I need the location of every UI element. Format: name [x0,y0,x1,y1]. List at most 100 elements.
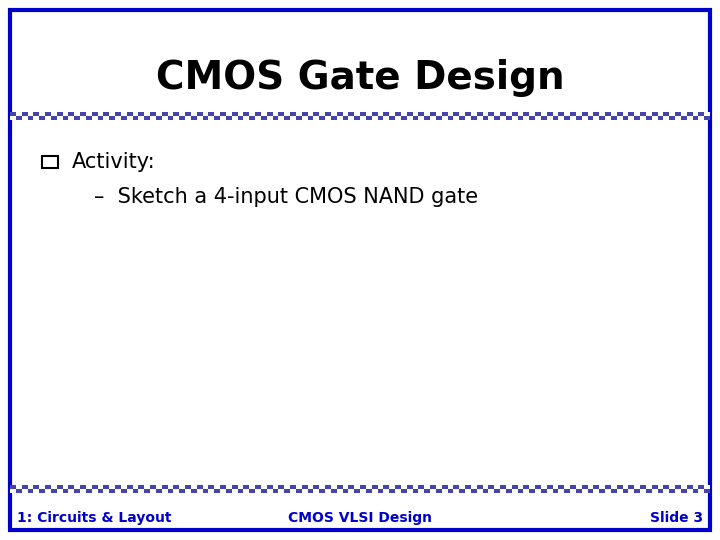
Bar [494,489,500,492]
Bar [693,489,698,492]
Bar [675,485,681,489]
Bar [599,485,605,489]
Bar [576,112,582,116]
Bar [663,112,669,116]
Bar [249,116,255,120]
Bar [150,112,156,116]
Bar [383,116,390,120]
Bar [302,485,307,489]
Bar [27,112,33,116]
Bar [652,112,657,116]
Bar [330,485,337,489]
Bar [39,489,45,492]
Bar [325,489,330,492]
Bar [454,485,459,489]
Bar [57,489,63,492]
Bar [704,116,710,120]
Bar [360,485,366,489]
Bar [570,112,576,116]
Bar [296,116,302,120]
Bar [197,116,202,120]
Bar [675,116,681,120]
Bar [10,116,16,120]
Bar [681,116,687,120]
Bar [325,485,330,489]
Bar [564,485,570,489]
Bar [657,116,663,120]
Bar [383,485,390,489]
Bar [33,112,39,116]
Bar [687,485,693,489]
Bar [138,116,144,120]
Bar [500,489,506,492]
Bar [372,485,377,489]
Bar [377,485,383,489]
Bar [115,489,121,492]
Bar [395,485,401,489]
Bar [494,112,500,116]
Bar [629,485,634,489]
Bar [418,489,424,492]
Bar [127,485,132,489]
Bar [16,112,22,116]
Bar [97,485,104,489]
Bar [348,112,354,116]
Bar [471,116,477,120]
Bar [611,116,616,120]
Bar [132,489,138,492]
Bar [459,485,465,489]
Bar [97,112,104,116]
Bar [22,116,27,120]
Bar [232,489,238,492]
Bar [687,116,693,120]
Bar [319,116,325,120]
Bar [296,485,302,489]
Bar [436,489,441,492]
Bar [558,489,564,492]
Bar [529,116,535,120]
Bar [261,489,266,492]
Bar [430,485,436,489]
Bar [325,112,330,116]
Bar [74,116,80,120]
Bar [179,485,185,489]
Bar [104,112,109,116]
Bar [546,485,552,489]
Bar [91,112,97,116]
Bar [220,485,226,489]
Bar [360,112,366,116]
Text: Activity:: Activity: [72,152,156,172]
Bar [448,116,454,120]
Bar [523,112,529,116]
Bar [558,485,564,489]
Bar [541,112,546,116]
Bar [284,485,290,489]
Bar [238,485,243,489]
Bar [243,485,249,489]
Bar [42,156,58,168]
Bar [634,112,640,116]
Bar [529,112,535,116]
Bar [243,489,249,492]
Bar [448,485,454,489]
Bar [552,112,558,116]
Bar [401,112,407,116]
Bar [330,489,337,492]
Bar [593,112,599,116]
Bar [249,489,255,492]
Bar [208,112,214,116]
Bar [197,489,202,492]
Bar [436,116,441,120]
Bar [191,112,197,116]
Bar [482,489,488,492]
Bar [390,489,395,492]
Bar [454,116,459,120]
Bar [500,116,506,120]
Bar [377,112,383,116]
Bar [465,112,471,116]
Bar [127,116,132,120]
Bar [319,112,325,116]
Bar [45,485,51,489]
Bar [150,489,156,492]
Bar [109,485,115,489]
